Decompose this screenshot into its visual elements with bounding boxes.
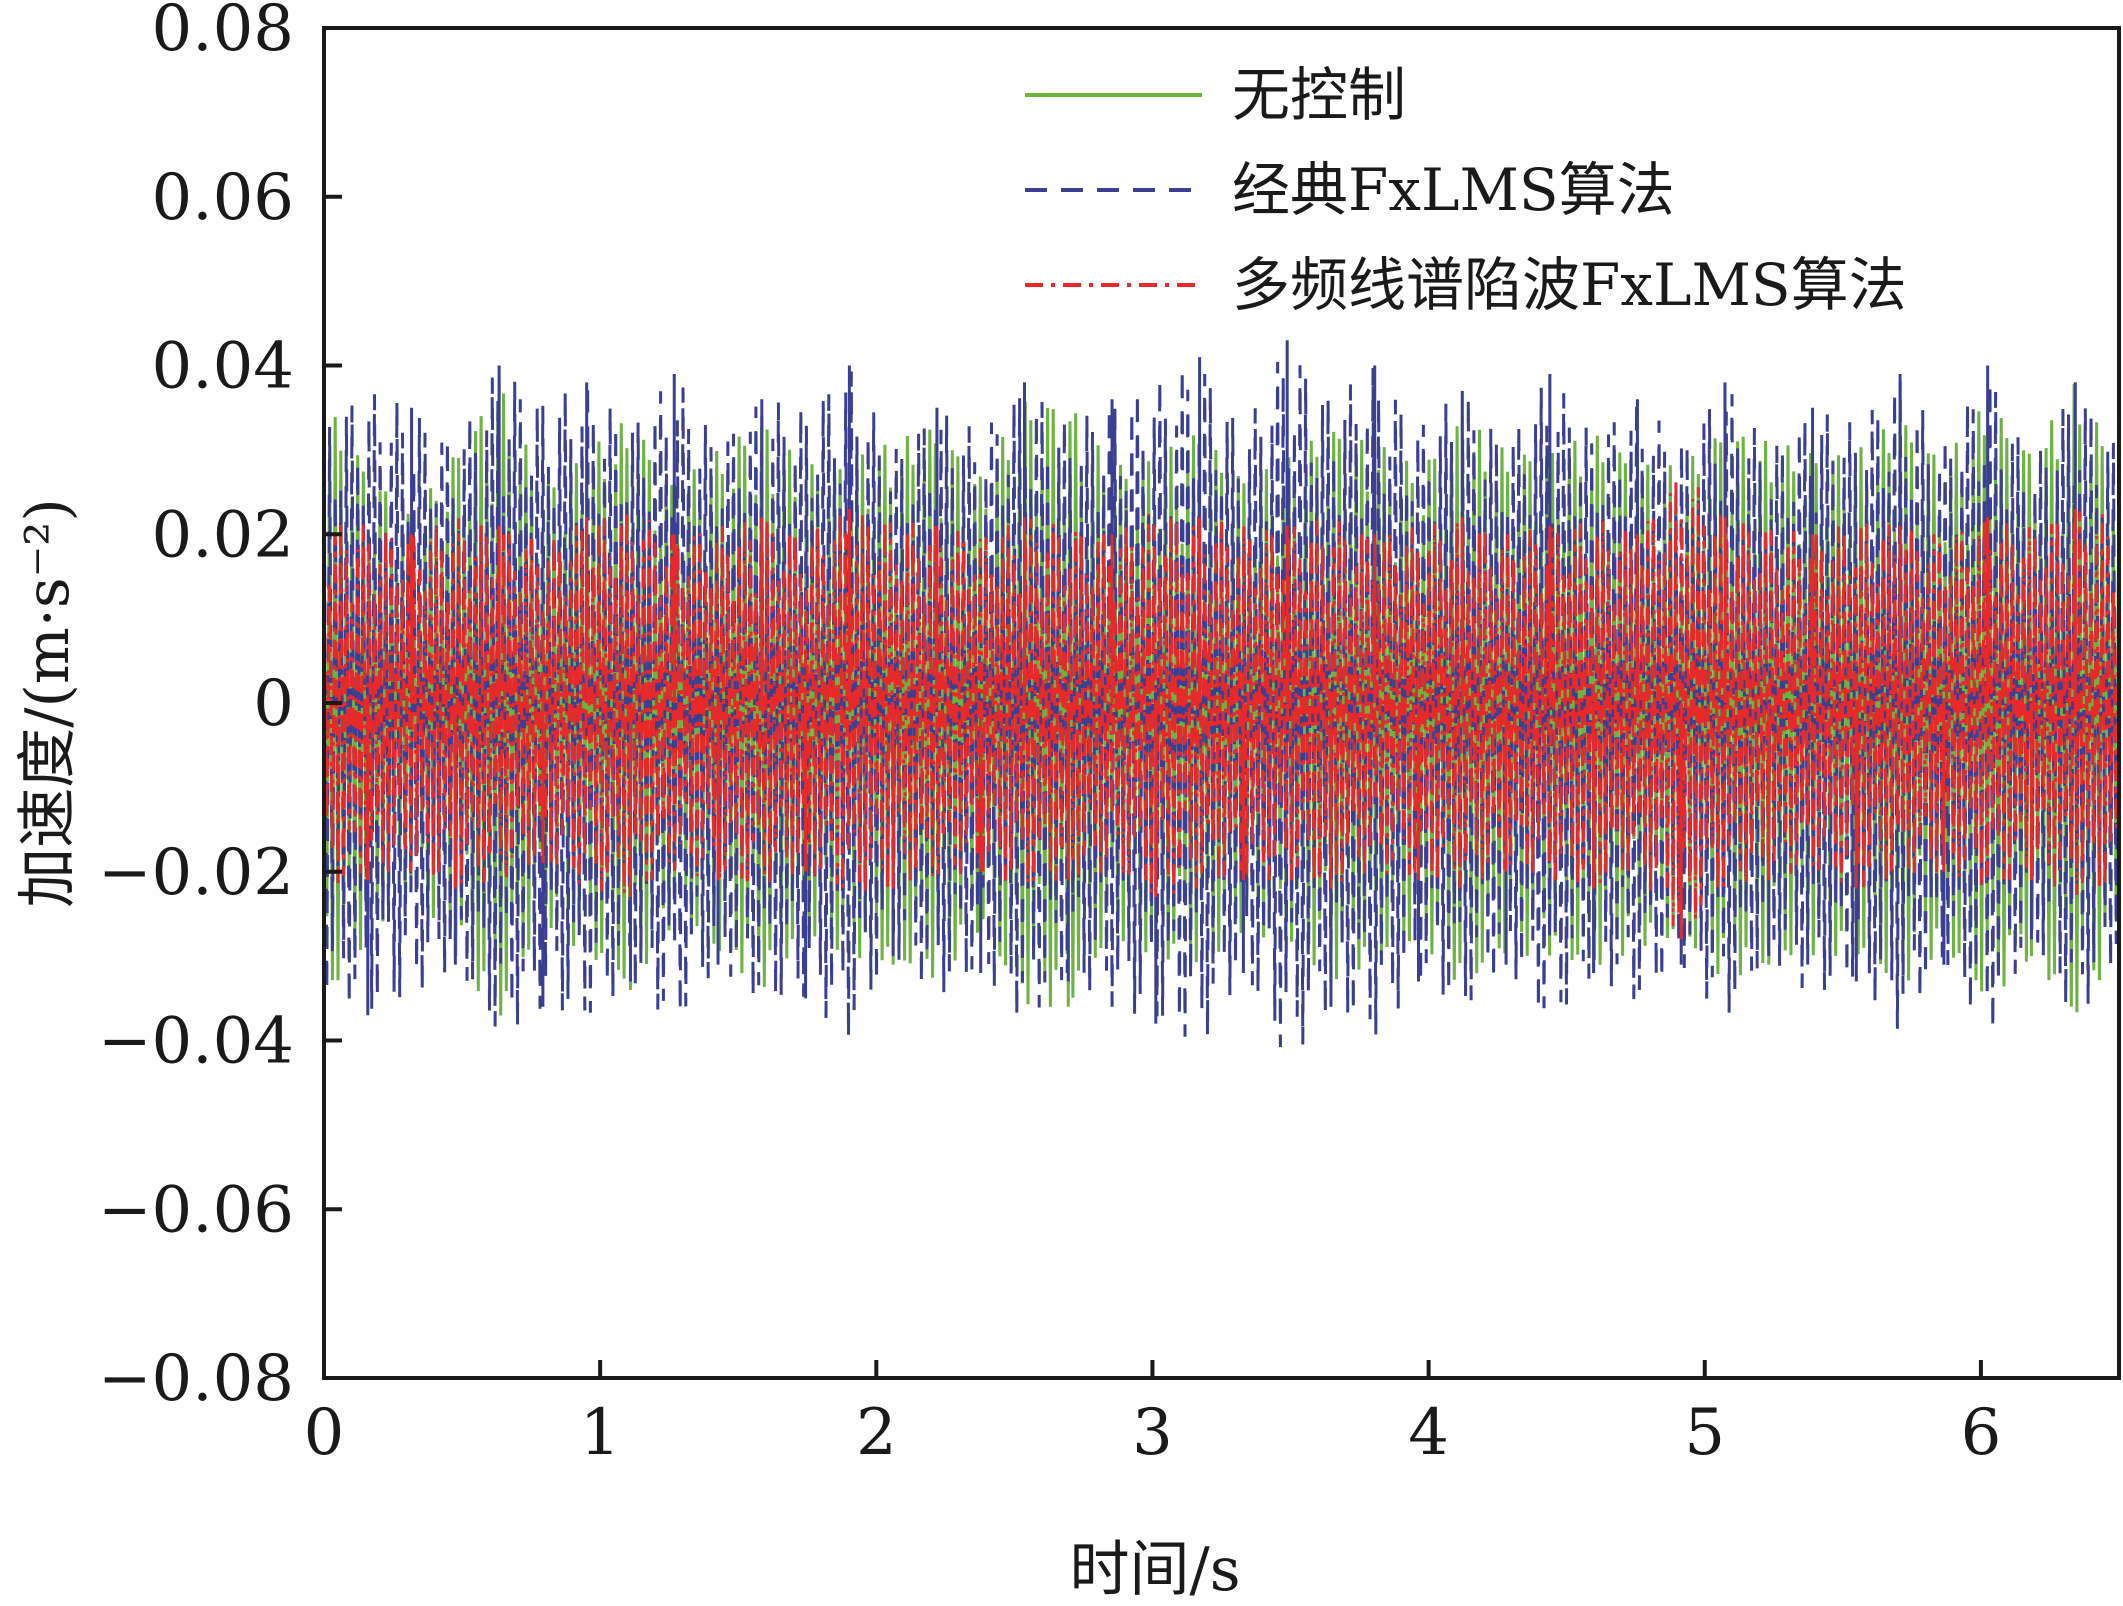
x-tick-label: 0	[304, 1396, 345, 1470]
x-tick-label: 5	[1684, 1396, 1725, 1470]
x-tick-label: 4	[1408, 1396, 1449, 1470]
y-axis: 0.08 0.06 0.04 0.02 0 −0.02 −0.04 −0.06 −0.08	[98, 0, 342, 1416]
x-tick-label: 2	[856, 1396, 897, 1470]
x-axis-title: 时间/s	[1069, 1535, 1240, 1605]
legend-label-2: 经典FxLMS算法	[1232, 156, 1675, 224]
y-tick-label: 0.08	[152, 0, 295, 66]
y-tick-label: −0.08	[98, 1342, 294, 1416]
y-tick-label: 0.04	[152, 330, 295, 404]
legend-label-3: 多频线谱陷波FxLMS算法	[1232, 251, 1907, 319]
x-tick-label: 6	[1961, 1396, 2002, 1470]
y-tick-label: 0	[253, 667, 294, 741]
x-axis: 0 1 2 3 4 5 6	[304, 1360, 2002, 1470]
legend-label-1: 无控制	[1232, 61, 1406, 129]
series-line-3	[324, 479, 2119, 927]
y-tick-label: −0.06	[98, 1173, 294, 1247]
x-tick-label: 1	[580, 1396, 621, 1470]
series-layer	[324, 340, 2119, 1048]
x-tick-label: 3	[1132, 1396, 1173, 1470]
y-tick-label: 0.06	[152, 161, 295, 235]
y-axis-title: 加速度/(m·s⁻²)	[13, 498, 83, 908]
y-tick-label: −0.02	[98, 836, 294, 910]
y-tick-label: 0.02	[152, 498, 295, 572]
series-line-2	[324, 361, 2119, 1048]
y-tick-label: −0.04	[98, 1005, 294, 1079]
